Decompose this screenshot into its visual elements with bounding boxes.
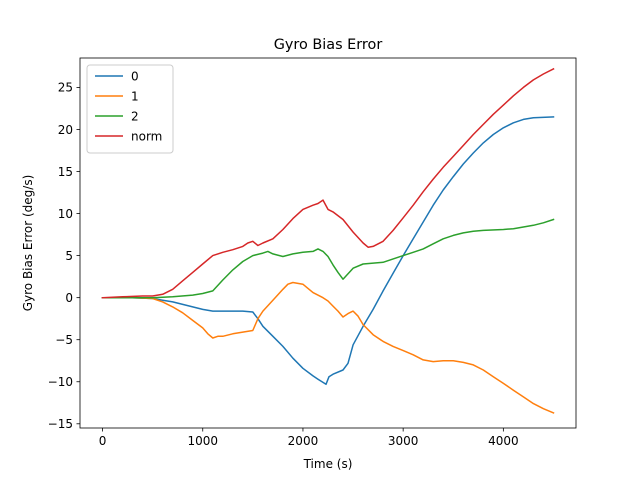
series-line-0 (101, 116, 555, 386)
y-tick-label: 5 (65, 249, 73, 263)
y-tick-label: −5 (55, 333, 73, 347)
y-tick-label: 10 (58, 207, 73, 221)
y-axis-label: Gyro Bias Error (deg/s) (21, 175, 35, 312)
x-tick-label: 0 (99, 434, 107, 448)
y-tick-label: 20 (58, 123, 73, 137)
plot-area (79, 57, 577, 429)
legend-label-1: 1 (131, 89, 139, 103)
y-tick-label: −10 (48, 375, 73, 389)
legend-label-2: 2 (131, 109, 139, 123)
x-axis-label: Time (s) (303, 457, 353, 471)
x-tick-label: 3000 (388, 434, 419, 448)
legend-box (86, 64, 174, 154)
legend-label-0: 0 (131, 69, 139, 83)
y-axis: −15 −10 −5 0 5 10 15 20 25 (48, 81, 80, 431)
series-line-norm (101, 67, 555, 299)
x-axis: 0 1000 2000 3000 4000 (99, 428, 519, 448)
series-line-1 (101, 281, 555, 414)
series-line-2 (101, 218, 555, 299)
y-tick-label: −15 (48, 417, 73, 431)
x-tick-label: 1000 (187, 434, 218, 448)
legend-label-norm: norm (131, 129, 162, 143)
y-tick-label: 15 (58, 165, 73, 179)
legend: 0 1 2 norm (86, 64, 174, 154)
axes-frame (79, 57, 577, 429)
chart-title: Gyro Bias Error (274, 37, 383, 53)
x-tick-label: 4000 (488, 434, 519, 448)
y-tick-label: 0 (65, 291, 73, 305)
x-tick-label: 2000 (288, 434, 319, 448)
y-tick-label: 25 (58, 81, 73, 95)
series-layer (101, 67, 555, 414)
